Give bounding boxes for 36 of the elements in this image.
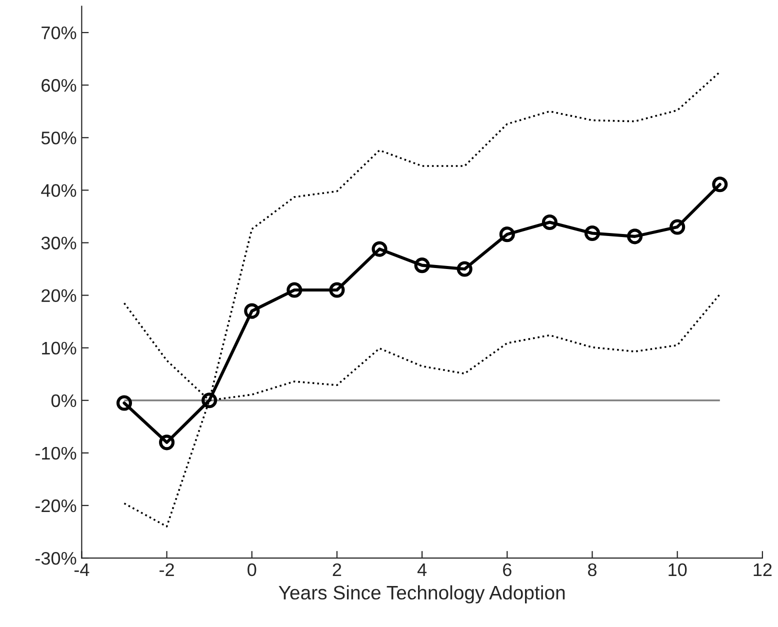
y-tick-label: -20%	[35, 499, 76, 512]
point	[414, 258, 430, 274]
x-tick-label: 8	[588, 563, 596, 576]
x-tick-label: 2	[332, 563, 342, 576]
y-tick-label: -30%	[35, 552, 76, 565]
y-tick-label: 40%	[41, 184, 76, 197]
y-tick-label: 0%	[51, 394, 76, 408]
x-tick-label: 0	[248, 563, 256, 576]
point	[670, 219, 686, 235]
y-tick-label: 20%	[42, 289, 76, 302]
y-tick-label: 50%	[41, 132, 76, 144]
y-tick-label: -10%	[35, 446, 76, 460]
y-tick-label: 10%	[42, 342, 76, 355]
point	[329, 282, 345, 298]
point	[456, 261, 472, 277]
point	[159, 434, 175, 450]
y-tick-label: 30%	[41, 236, 76, 250]
point	[286, 282, 302, 298]
x-tick-label: -4	[74, 564, 90, 576]
point	[202, 392, 218, 408]
x-tick-label: 4	[417, 564, 427, 576]
x-axis-title: Years Since Technology Adoption	[278, 585, 565, 604]
x-tick-label: -2	[160, 563, 174, 576]
x-tick-label: 10	[668, 563, 687, 576]
point	[244, 303, 260, 319]
y-tick-label: 60%	[42, 79, 76, 92]
x-tick-label: 6	[503, 563, 512, 576]
point	[627, 228, 643, 244]
y-tick-label: 70%	[42, 26, 76, 40]
point	[542, 214, 558, 230]
point	[372, 241, 388, 257]
point	[116, 395, 132, 411]
point	[584, 226, 600, 242]
point	[499, 226, 515, 242]
x-tick-label: 12	[754, 563, 772, 576]
point	[712, 176, 728, 192]
